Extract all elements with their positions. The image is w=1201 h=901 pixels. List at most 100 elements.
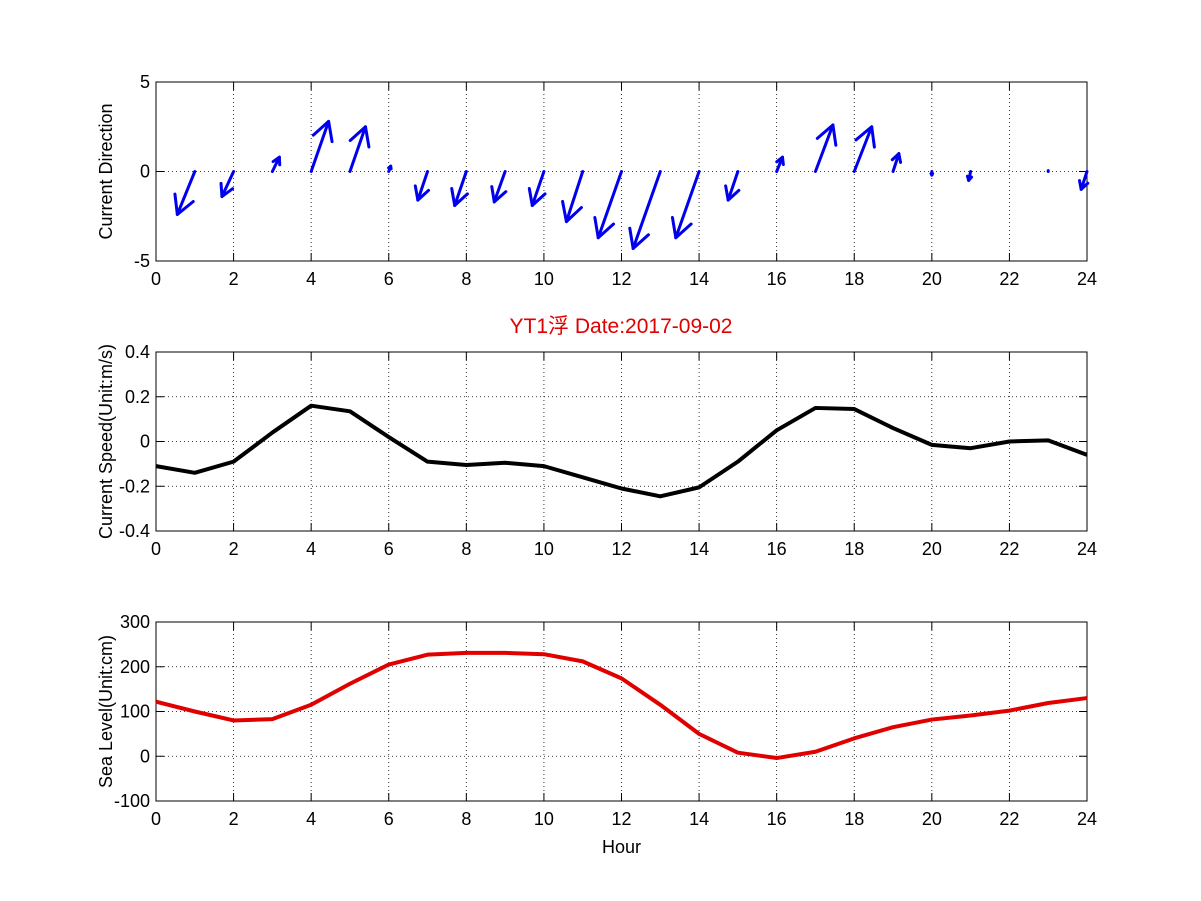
current-direction-ytick-label: 5 — [140, 72, 150, 92]
current-direction-arrow — [775, 155, 785, 173]
current-direction-arrow-head — [724, 184, 741, 202]
current-speed-xtick-label: 10 — [534, 539, 554, 559]
sea-level-ytick-label: 0 — [140, 746, 150, 766]
current-direction-arrow — [219, 170, 236, 199]
figure-title: YT1浮 Date:2017-09-02 — [510, 315, 733, 338]
current-speed-xtick-label: 14 — [689, 539, 709, 559]
current-direction-arrow-head — [271, 155, 282, 167]
current-speed-panel: 0 2 4 6 8 10 12 14 16 18 20 22 24-0.4-0.200.20.4Curr… — [96, 342, 1097, 559]
current-speed-xtick-label: 22 — [999, 539, 1019, 559]
current-direction-xtick-label: 14 — [689, 269, 709, 289]
current-direction-arrow — [309, 119, 334, 173]
sea-level-xtick-label: 6 — [384, 809, 394, 829]
current-direction-xtick-label: 16 — [767, 269, 787, 289]
current-speed-ytick-label: -0.4 — [119, 521, 150, 541]
current-direction-arrow — [929, 170, 935, 177]
current-speed-ytick-label: -0.2 — [119, 476, 150, 496]
current-direction-arrow — [965, 170, 974, 182]
current-speed-xtick-label: 6 — [384, 539, 394, 559]
current-direction-ytick-label: -5 — [134, 251, 150, 271]
current-direction-ytick-label: 0 — [140, 162, 150, 182]
current-direction-arrow-shaft — [726, 170, 740, 202]
current-direction-arrow-head — [561, 199, 583, 224]
sea-level-xtick-label: 18 — [844, 809, 864, 829]
current-direction-arrow — [270, 155, 282, 173]
sea-level-ytick-label: 300 — [120, 612, 150, 632]
sea-level-xtick-label: 20 — [922, 809, 942, 829]
current-direction-arrow — [527, 170, 547, 208]
sea-level-xtick-label: 14 — [689, 809, 709, 829]
sea-level-xtick-label: 12 — [611, 809, 631, 829]
current-direction-ylabel: Current Direction — [96, 103, 116, 239]
current-direction-arrow-shaft — [530, 170, 546, 208]
current-direction-arrow-head — [490, 185, 508, 204]
current-direction-arrow-head — [815, 123, 838, 147]
current-direction-arrow-shaft — [564, 170, 585, 224]
current-direction-arrow-head — [670, 215, 693, 240]
current-speed-xtick-label: 18 — [844, 539, 864, 559]
current-speed-xtick-label: 12 — [611, 539, 631, 559]
current-direction-arrow-head — [387, 164, 393, 171]
current-direction-xtick-label: 8 — [461, 269, 471, 289]
current-direction-xtick-label: 2 — [229, 269, 239, 289]
sea-level-xtick-label: 10 — [534, 809, 554, 829]
current-direction-arrow-shaft — [852, 125, 874, 173]
current-direction-arrow-head — [527, 187, 547, 208]
current-direction-arrow — [670, 170, 701, 240]
current-direction-arrow-shaft — [416, 170, 430, 202]
current-direction-arrow — [1077, 170, 1090, 191]
current-speed-axes-frame — [155, 351, 1088, 532]
current-direction-arrow-shaft — [453, 170, 468, 208]
current-speed-xtick-label: 2 — [229, 539, 239, 559]
current-direction-xtick-label: 10 — [534, 269, 554, 289]
current-direction-arrow — [348, 125, 371, 173]
current-direction-arrow — [413, 170, 431, 202]
current-direction-arrow-head — [1077, 179, 1090, 191]
current-direction-arrow — [813, 123, 838, 173]
current-direction-arrow-shaft — [891, 152, 901, 173]
current-direction-arrow — [450, 170, 469, 208]
current-direction-arrow-shaft — [220, 170, 236, 199]
sea-level-ytick-label: 200 — [120, 657, 150, 677]
current-direction-xtick-label: 22 — [999, 269, 1019, 289]
current-direction-arrow — [628, 170, 662, 250]
current-direction-arrow-head — [413, 184, 431, 202]
current-speed-xtick-label: 4 — [306, 539, 316, 559]
current-direction-arrow-shaft — [309, 119, 331, 173]
current-direction-arrow — [387, 164, 393, 173]
sea-level-ylabel: Sea Level(Unit:cm) — [96, 635, 116, 788]
current-direction-arrow-head — [775, 155, 785, 167]
sea-level-xtick-label: 16 — [767, 809, 787, 829]
current-direction-arrow-shaft — [1079, 170, 1089, 191]
current-speed-xtick-label: 16 — [767, 539, 787, 559]
current-direction-arrow-shaft — [674, 170, 701, 240]
sea-level-xtick-label: 24 — [1077, 809, 1097, 829]
current-direction-arrow-shaft — [813, 123, 835, 173]
current-direction-arrow — [852, 125, 876, 173]
current-direction-arrow-head — [219, 181, 235, 199]
current-direction-arrow-head — [854, 125, 876, 149]
sea-level-ytick-label: 100 — [120, 702, 150, 722]
current-direction-arrow — [561, 170, 585, 224]
current-speed-ytick-label: 0 — [140, 432, 150, 452]
sea-level-axes-frame — [155, 621, 1088, 802]
current-direction-arrow — [490, 170, 508, 204]
current-direction-arrow-shaft — [631, 170, 662, 250]
current-direction-arrow-head — [311, 119, 334, 144]
current-direction-arrow-shaft — [596, 170, 623, 240]
sea-level-xlabel: Hour — [602, 837, 641, 857]
current-direction-xtick-label: 20 — [922, 269, 942, 289]
current-direction-arrow-head — [593, 215, 616, 240]
current-direction-arrow-head — [348, 125, 371, 149]
sea-level-xtick-label: 0 — [151, 809, 161, 829]
current-direction-xtick-label: 6 — [384, 269, 394, 289]
current-speed-ytick-label: 0.4 — [125, 342, 150, 362]
current-speed-xtick-label: 0 — [151, 539, 161, 559]
current-direction-arrow — [890, 152, 903, 173]
current-direction-arrow-head — [173, 192, 195, 216]
current-direction-arrow — [173, 170, 197, 216]
current-speed-xtick-label: 8 — [461, 539, 471, 559]
current-direction-arrow-head — [450, 187, 469, 208]
